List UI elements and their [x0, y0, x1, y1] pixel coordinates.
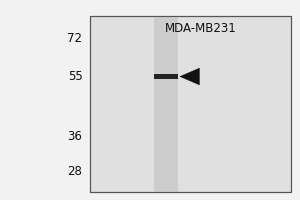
- Bar: [90, 16, 291, 192]
- Text: 72: 72: [68, 32, 82, 45]
- Bar: [154, 16, 178, 192]
- Text: 28: 28: [68, 165, 82, 178]
- Bar: [154, 74, 178, 79]
- Bar: [90, 16, 291, 192]
- Text: 55: 55: [68, 70, 82, 83]
- Text: MDA-MB231: MDA-MB231: [165, 22, 236, 35]
- Text: 36: 36: [68, 130, 82, 143]
- Polygon shape: [180, 68, 200, 85]
